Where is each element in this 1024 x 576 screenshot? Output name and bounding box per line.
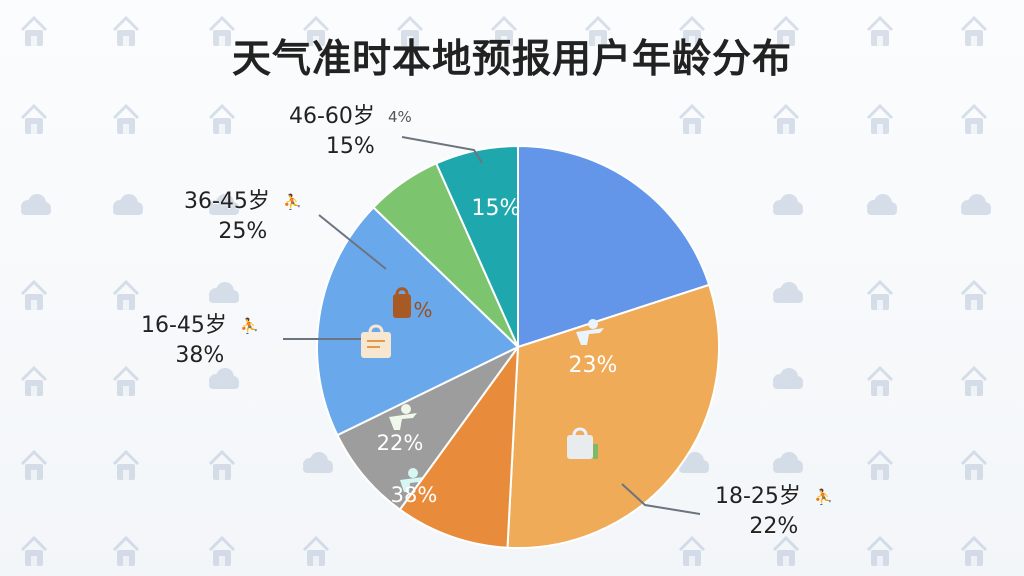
- inside-label-15: 15%: [472, 196, 521, 221]
- shopping-bag-icon: [393, 287, 411, 318]
- age-label-46-60: 46-60岁: [289, 104, 375, 129]
- percent-label-36-45: 25%: [218, 219, 268, 244]
- inside-icons: [361, 287, 604, 492]
- pie-slice-7: [434, 144, 519, 348]
- leader-line-18-25: [621, 483, 701, 515]
- label-18-25: 18-25岁 ⛹ 22%: [715, 482, 833, 542]
- person-icon: ⛹: [813, 488, 833, 506]
- inside-label-38: 38%: [391, 483, 438, 507]
- label-46-60: 46-60岁 4% 15%: [289, 102, 412, 162]
- inside-label-22: 22%: [377, 431, 424, 455]
- percent-label-46-60: 15%: [325, 134, 375, 159]
- age-label-18-25: 18-25岁: [715, 484, 801, 509]
- person-icon: ⛹: [239, 317, 259, 335]
- leader-lines: [283, 136, 701, 515]
- pie-slice-1: [517, 144, 711, 349]
- age-label-16-45: 16-45岁: [141, 313, 227, 338]
- pie-slices: [316, 144, 720, 549]
- leader-line-46-60: [401, 136, 483, 164]
- shopping-bag-icon: [567, 427, 598, 459]
- person-icon: [400, 468, 423, 492]
- percent-label-16-45: 38%: [175, 343, 225, 368]
- inside-label-percent: %: [413, 298, 432, 322]
- person-icon: [389, 404, 417, 430]
- shopping-bag-icon: [361, 324, 391, 358]
- small-percent-text: 4%: [387, 108, 412, 126]
- label-16-45: 16-45岁 ⛹ 38%: [141, 311, 259, 371]
- leader-line-36-45: [318, 214, 387, 270]
- percent-label-18-25: 22%: [749, 514, 799, 539]
- chart-title: 天气准时本地预报用户年龄分布: [231, 37, 792, 82]
- pie-slice-5: [316, 205, 520, 437]
- age-label-36-45: 36-45岁: [184, 189, 270, 214]
- pie-highlight: [518, 146, 710, 347]
- inside-percent-labels: 15% 23% 22% 38% %: [377, 196, 618, 507]
- inside-label-23: 23%: [569, 353, 618, 378]
- person-icon: ⛹: [282, 193, 302, 211]
- label-36-45: 36-45岁 ⛹ 25%: [184, 187, 302, 247]
- pie-slice-3: [398, 343, 520, 549]
- person-icon: [576, 319, 604, 345]
- pie-slice-2: [506, 283, 720, 549]
- pie-slice-4: [336, 346, 519, 512]
